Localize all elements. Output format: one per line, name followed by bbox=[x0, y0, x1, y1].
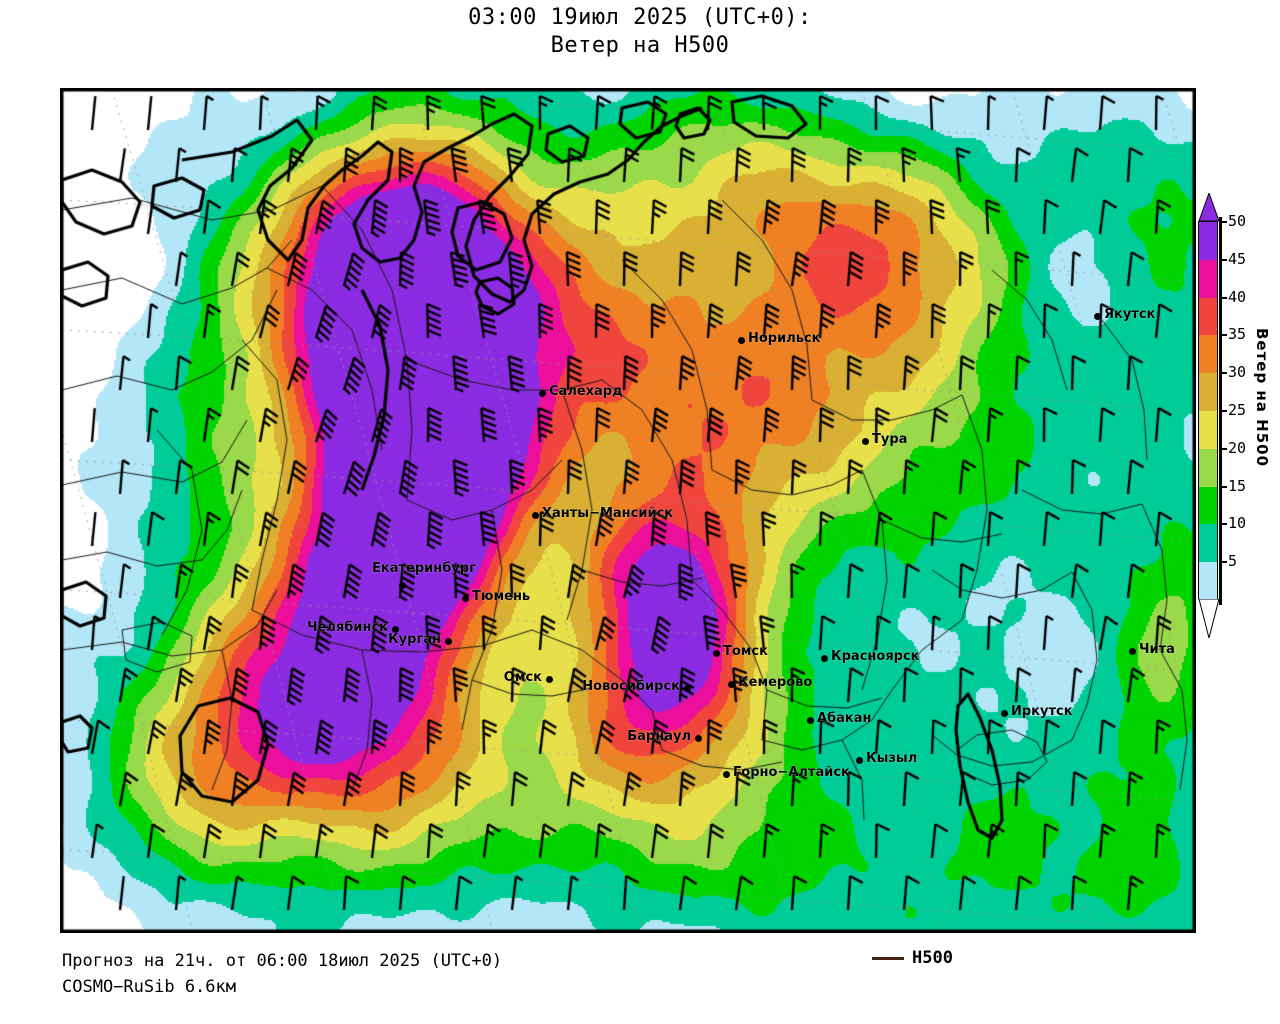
colorbar-tick bbox=[1219, 561, 1227, 564]
footer-model-name: COSMO−RuSib 6.6км bbox=[62, 977, 236, 997]
h500-legend-label: H500 bbox=[912, 948, 953, 968]
footer-forecast-info: Прогноз на 21ч. от 06:00 18июл 2025 (UTC… bbox=[62, 951, 503, 971]
colorbar-tick-label: 15 bbox=[1228, 476, 1247, 495]
colorbar-tick bbox=[1219, 258, 1227, 261]
colorbar-top-arrow bbox=[1198, 193, 1220, 222]
colorbar-tick-label: 45 bbox=[1228, 249, 1247, 268]
colorbar-tick-label: 5 bbox=[1228, 552, 1238, 571]
colorbar-tick bbox=[1219, 221, 1227, 223]
colorbar-tick bbox=[1219, 334, 1227, 337]
colorbar-segment bbox=[1199, 410, 1217, 449]
colorbar: 50 45 40 35 30 25 20 15 10 5 Ветер на H500 bbox=[1198, 193, 1280, 643]
colorbar-title: Ветер на H500 bbox=[1253, 328, 1271, 468]
title-line-variable: Ветер на H500 bbox=[550, 33, 730, 58]
colorbar-tick-label: 10 bbox=[1228, 514, 1247, 533]
colorbar-tick bbox=[1219, 410, 1227, 412]
colorbar-bottom-arrow bbox=[1198, 599, 1220, 639]
colorbar-segment bbox=[1199, 259, 1217, 298]
colorbar-tick-label: 30 bbox=[1228, 363, 1247, 382]
colorbar-tick-label: 20 bbox=[1228, 438, 1247, 457]
colorbar-tick bbox=[1219, 447, 1227, 450]
colorbar-segment bbox=[1199, 373, 1217, 411]
colorbar-tick-label: 25 bbox=[1228, 401, 1247, 419]
colorbar-tick bbox=[1219, 372, 1227, 375]
colorbar-gradient bbox=[1198, 221, 1218, 600]
weather-map-canvas[interactable] bbox=[62, 90, 1194, 931]
colorbar-tick bbox=[1219, 296, 1227, 299]
footer: Прогноз на 21ч. от 06:00 18июл 2025 (UTC… bbox=[62, 948, 1252, 1018]
colorbar-tick-label: 50 bbox=[1228, 212, 1247, 230]
title-line-datetime: 03:00 19июл 2025 (UTC+0): bbox=[468, 5, 812, 30]
map-frame[interactable]: Якутск Норильск Салехард Тура Ханты−Мансийск… bbox=[60, 88, 1196, 933]
page-title: 03:00 19июл 2025 (UTC+0): Ветер на H500 bbox=[0, 4, 1280, 60]
colorbar-segment bbox=[1199, 222, 1217, 260]
colorbar-tick-label: 40 bbox=[1228, 287, 1247, 306]
colorbar-segment bbox=[1199, 448, 1217, 487]
colorbar-segment bbox=[1199, 562, 1217, 600]
colorbar-segment bbox=[1199, 297, 1217, 336]
footer-legend: H500 bbox=[872, 948, 953, 968]
colorbar-segment bbox=[1199, 335, 1217, 374]
colorbar-tick bbox=[1219, 485, 1227, 488]
colorbar-segment bbox=[1199, 524, 1217, 563]
colorbar-tick bbox=[1219, 523, 1227, 526]
h500-line-icon bbox=[872, 956, 904, 960]
colorbar-segment bbox=[1199, 486, 1217, 525]
colorbar-tick-label: 35 bbox=[1228, 325, 1247, 344]
